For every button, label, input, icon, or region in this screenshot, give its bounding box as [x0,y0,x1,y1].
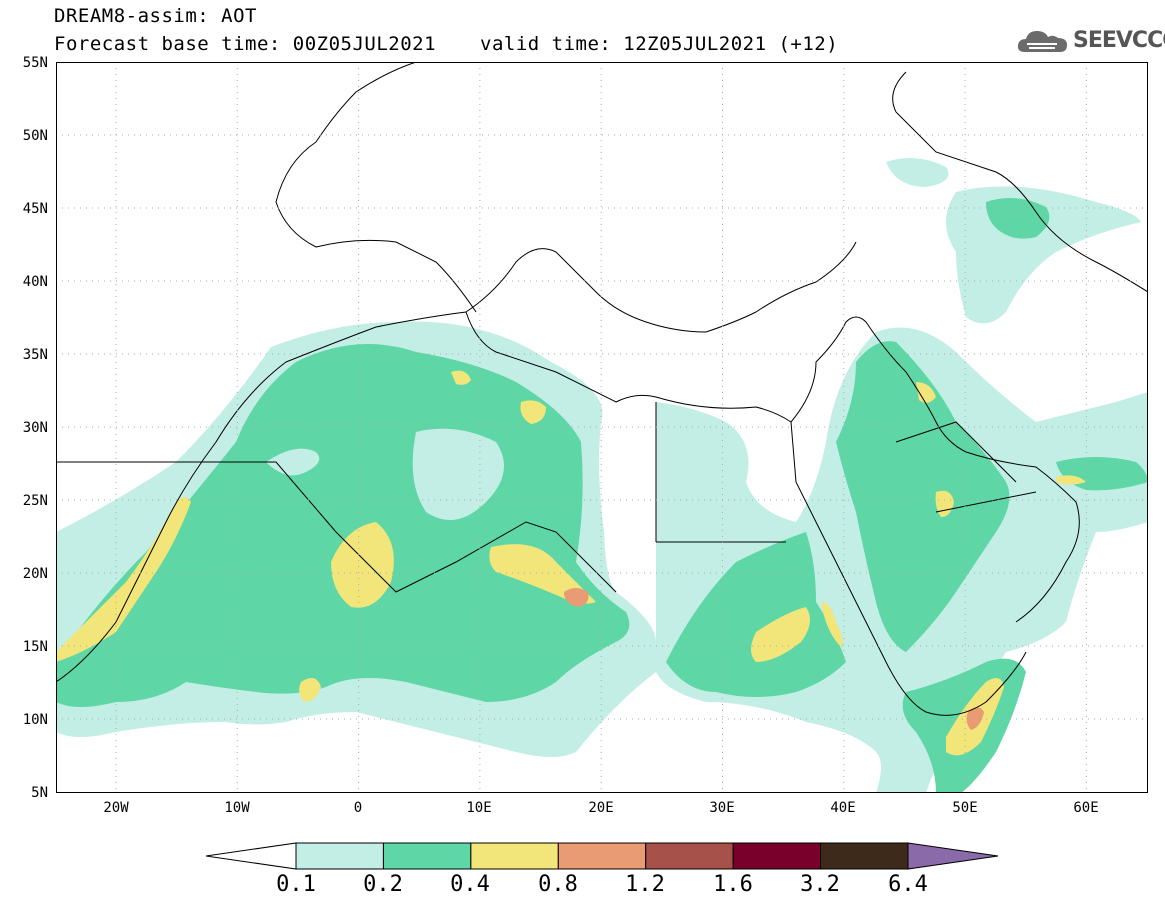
coastlines [56,62,1148,716]
colorbar-high-arrow [907,842,998,870]
colorbar-box [470,842,559,870]
colorbar-label-3.2: 3.2 [800,872,840,897]
lat-label-25n: 25N [22,493,48,509]
lat-label-35n: 35N [22,347,48,363]
lon-label-20e: 20E [588,800,614,816]
colorbar-box [645,842,734,870]
colorbar-box [295,842,384,870]
aot-map [56,62,1148,793]
lat-label-55n: 55N [22,55,48,71]
lat-label-45n: 45N [22,201,48,217]
forecast-base-time: Forecast base time: 00Z05JUL2021 [54,33,437,55]
colorbar-box [382,842,472,870]
colorbar-label-0.2: 0.2 [363,872,403,897]
colorbar-label-0.4: 0.4 [450,872,490,897]
lat-label-15n: 15N [22,639,48,655]
map-title: DREAM8-assim: AOT [54,5,257,27]
grid-lines [56,62,1148,793]
seevccc-logo: SEEVCCC [1015,24,1165,60]
colorbar-box [820,842,909,870]
lon-label-0: 0 [353,800,363,816]
lon-label-10w: 10W [224,800,250,816]
lat-label-20n: 20N [22,566,48,582]
colorbar-label-0.8: 0.8 [538,872,578,897]
valid-time: valid time: 12Z05JUL2021 (+12) [480,33,839,55]
lon-label-20w: 20W [103,800,129,816]
logo-text: SEEVCCC [1073,28,1165,53]
lat-label-40n: 40N [22,274,48,290]
lat-label-10n: 10N [22,712,48,728]
aot-band-0.4 [56,370,1086,756]
lat-label-5n: 5N [31,785,48,801]
colorbar-low-arrow [206,842,297,870]
colorbar [206,842,998,870]
cloud-icon [1017,31,1067,52]
aot-band-0.8 [564,588,984,730]
lon-label-50e: 50E [952,800,978,816]
lat-label-50n: 50N [22,128,48,144]
colorbar-label-6.4: 6.4 [888,872,928,897]
lon-label-60e: 60E [1073,800,1099,816]
colorbar-label-1.2: 1.2 [625,872,665,897]
colorbar-box [732,842,822,870]
colorbar-label-0.1: 0.1 [276,872,316,897]
lon-label-30e: 30E [709,800,735,816]
colorbar-box [557,842,647,870]
lat-label-30n: 30N [22,420,48,436]
colorbar-label-1.6: 1.6 [713,872,753,897]
lon-label-40e: 40E [830,800,856,816]
lon-label-10e: 10E [466,800,492,816]
